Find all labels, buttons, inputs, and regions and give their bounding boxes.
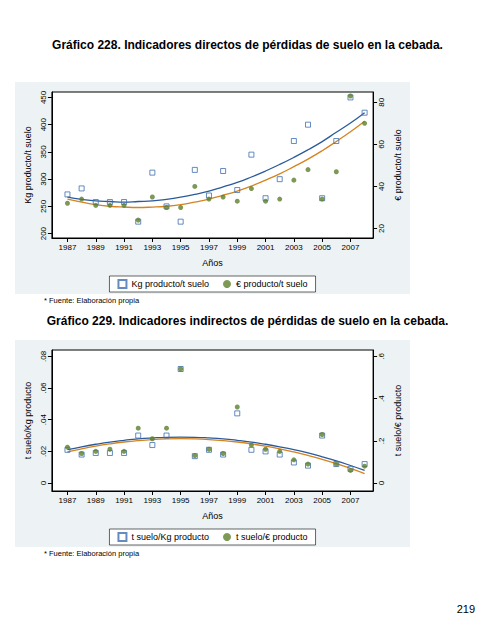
svg-text:1989: 1989	[87, 243, 105, 252]
svg-text:.04: .04	[39, 414, 48, 426]
html-text:219: 219	[456, 603, 475, 615]
svg-text:2001: 2001	[257, 243, 275, 252]
svg-text:t suelo/€ producto: t suelo/€ producto	[236, 532, 308, 542]
svg-text:Años: Años	[202, 511, 223, 521]
svg-text:400: 400	[39, 117, 48, 131]
svg-text:450: 450	[39, 90, 48, 104]
svg-text:80: 80	[377, 97, 386, 106]
svg-text:2005: 2005	[313, 496, 331, 505]
svg-text:t suelo/Kg producto: t suelo/Kg producto	[131, 532, 209, 542]
svg-text:.2: .2	[377, 437, 386, 444]
svg-text:1993: 1993	[143, 243, 161, 252]
svg-text:2007: 2007	[342, 243, 360, 252]
svg-text:Años: Años	[202, 258, 223, 268]
svg-text:1995: 1995	[172, 496, 190, 505]
svg-text:1989: 1989	[87, 496, 105, 505]
svg-text:.6: .6	[377, 352, 386, 359]
svg-text:t suelo/€ producto: t suelo/€ producto	[393, 385, 403, 457]
svg-text:1999: 1999	[228, 243, 246, 252]
html-text:* Fuente: Elaboración propia: * Fuente: Elaboración propia	[44, 296, 140, 305]
svg-text:1987: 1987	[59, 243, 77, 252]
svg-text:.4: .4	[377, 395, 386, 402]
svg-text:1999: 1999	[228, 496, 246, 505]
svg-text:200: 200	[39, 226, 48, 240]
svg-text:300: 300	[39, 172, 48, 186]
svg-text:1997: 1997	[200, 496, 218, 505]
svg-text:20: 20	[377, 224, 386, 233]
svg-text:350: 350	[39, 145, 48, 159]
svg-text:1995: 1995	[172, 243, 190, 252]
svg-text:1993: 1993	[143, 496, 161, 505]
svg-text:2005: 2005	[313, 243, 331, 252]
svg-text:.06: .06	[39, 382, 48, 394]
svg-text:.02: .02	[39, 445, 48, 457]
svg-text:1987: 1987	[59, 496, 77, 505]
svg-text:€ producto/t suelo: € producto/t suelo	[393, 129, 403, 201]
html-text:Gráfico 229. Indicadores indir: Gráfico 229. Indicadores indirectos de p…	[46, 314, 449, 328]
svg-text:2001: 2001	[257, 496, 275, 505]
svg-text:1991: 1991	[115, 243, 133, 252]
svg-text:2003: 2003	[285, 243, 303, 252]
svg-text:1991: 1991	[115, 496, 133, 505]
html-text:Gráfico 228. Indicadores direc: Gráfico 228. Indicadores directos de pér…	[52, 38, 443, 52]
svg-text:Kg producto/t suelo: Kg producto/t suelo	[131, 279, 209, 289]
svg-text:Kg producto/t suelo: Kg producto/t suelo	[23, 126, 33, 204]
svg-text:2003: 2003	[285, 496, 303, 505]
html-text:* Fuente: Elaboración propia: * Fuente: Elaboración propia	[44, 549, 140, 558]
svg-text:2007: 2007	[342, 496, 360, 505]
svg-text:.08: .08	[39, 350, 48, 362]
svg-text:1997: 1997	[200, 243, 218, 252]
svg-text:250: 250	[39, 199, 48, 213]
svg-text:0: 0	[39, 480, 48, 485]
svg-text:t suelo/Kg producto: t suelo/Kg producto	[23, 382, 33, 460]
svg-text:60: 60	[377, 139, 386, 148]
svg-text:€ producto/t suelo: € producto/t suelo	[236, 279, 308, 289]
svg-text:40: 40	[377, 181, 386, 190]
svg-text:0: 0	[377, 480, 386, 485]
